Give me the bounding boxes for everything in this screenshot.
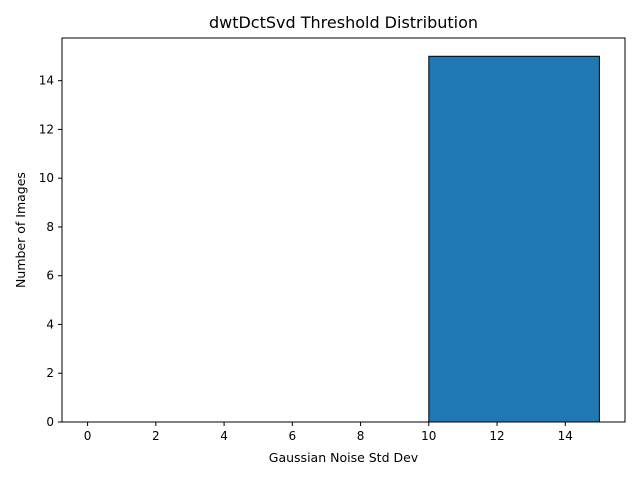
x-tick-label: 12 — [489, 429, 504, 443]
x-axis: 0 2 4 6 8 10 12 14 — [84, 422, 573, 443]
y-axis-label: Number of Images — [13, 172, 28, 288]
y-tick-label: 14 — [39, 74, 54, 88]
y-tick-label: 0 — [46, 415, 54, 429]
y-axis: 0 2 4 6 8 10 12 14 — [39, 74, 62, 429]
x-tick-label: 6 — [288, 429, 296, 443]
x-tick-label: 2 — [152, 429, 160, 443]
y-tick-label: 4 — [46, 317, 54, 331]
y-tick-label: 10 — [39, 171, 54, 185]
x-tick-label: 8 — [357, 429, 365, 443]
x-tick-label: 10 — [421, 429, 436, 443]
x-axis-label: Gaussian Noise Std Dev — [269, 450, 419, 465]
y-tick-label: 6 — [46, 269, 54, 283]
chart-title: dwtDctSvd Threshold Distribution — [209, 13, 478, 32]
y-tick-label: 12 — [39, 122, 54, 136]
plot-frame — [61, 37, 626, 423]
bars-layer — [428, 55, 600, 423]
x-tick-label: 4 — [220, 429, 228, 443]
histogram-bar — [428, 55, 600, 423]
x-tick-label: 14 — [558, 429, 573, 443]
y-tick-label: 8 — [46, 220, 54, 234]
y-tick-label: 2 — [46, 366, 54, 380]
x-tick-label: 0 — [84, 429, 92, 443]
